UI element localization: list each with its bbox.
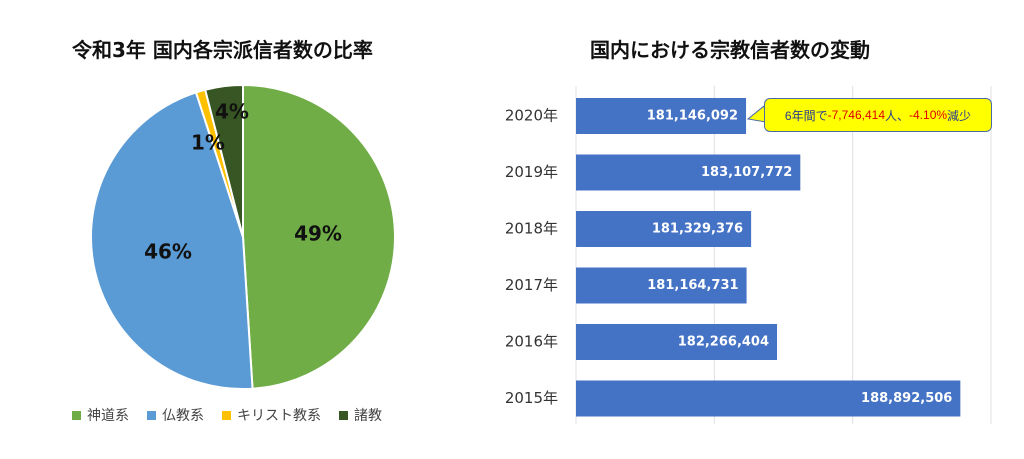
- bar-data-label: 181,164,731: [647, 278, 738, 293]
- pie-slice: [242, 83, 396, 390]
- legend-item: キリスト教系: [222, 405, 321, 425]
- bar: [576, 267, 747, 304]
- bar-data-label: 181,146,092: [647, 109, 738, 124]
- pie-data-label: 1%: [191, 131, 225, 155]
- pie-data-label: 4%: [215, 100, 249, 124]
- category-label: 2016年: [505, 333, 558, 351]
- pie-slice: [90, 91, 254, 390]
- bar-data-label: 181,329,376: [652, 222, 743, 237]
- category-label: 2017年: [505, 276, 558, 294]
- pie-data-label: 46%: [144, 240, 192, 264]
- legend-item: 諸教: [339, 405, 382, 425]
- pie-title: 令和3年 国内各宗派信者数の比率: [72, 38, 373, 62]
- category-label: 2015年: [505, 389, 558, 407]
- bar: [576, 380, 961, 417]
- bar: [576, 154, 801, 191]
- category-label: 2020年: [505, 107, 558, 125]
- bar-data-label: 183,107,772: [701, 165, 792, 180]
- pie-legend: 神道系 仏教系 キリスト教系 諸教: [72, 405, 382, 425]
- legend-item: 仏教系: [147, 405, 204, 425]
- annotation-callout: 6年間で -7,746,414 人、 -4.10% 減少: [764, 98, 992, 132]
- bar-title: 国内における宗教信者数の変動: [590, 38, 870, 62]
- bar: [576, 211, 752, 247]
- category-label: 2018年: [505, 220, 558, 238]
- pie-slice: [203, 83, 244, 238]
- bar: [576, 324, 778, 360]
- bar: [576, 98, 747, 134]
- pie-data-label: 49%: [294, 222, 342, 246]
- legend-item: 神道系: [72, 405, 129, 425]
- category-label: 2019年: [505, 163, 558, 181]
- bar-data-label: 182,266,404: [678, 335, 769, 350]
- bar-data-label: 188,892,506: [861, 391, 952, 406]
